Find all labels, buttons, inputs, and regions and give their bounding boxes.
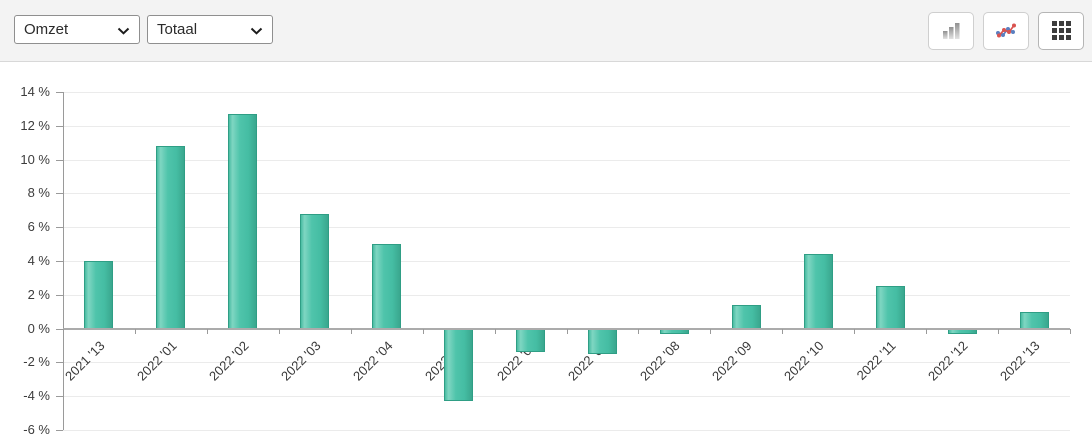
bar[interactable]: [156, 146, 186, 329]
y-axis-tick: [56, 396, 63, 398]
gridline: [63, 362, 1070, 364]
x-axis-label: 2022 '12: [925, 337, 971, 384]
bar[interactable]: [84, 261, 114, 329]
x-axis-label: 2022 '13: [997, 337, 1043, 384]
x-axis-label: 2022 '04: [349, 337, 396, 384]
x-axis-tick: [206, 328, 208, 334]
y-axis-tick: [56, 92, 63, 93]
gridline: [63, 396, 1070, 398]
chevron-down-icon: [117, 27, 130, 35]
x-axis-tick: [63, 328, 64, 334]
y-axis-tick: [56, 159, 63, 161]
x-axis-tick: [278, 328, 280, 334]
line-chart-view-button[interactable]: [983, 11, 1029, 50]
gridline: [63, 294, 1070, 296]
y-axis-tick: [56, 328, 63, 330]
x-axis-label: 2022 '11: [853, 337, 899, 383]
gridline: [63, 159, 1070, 161]
bar[interactable]: [803, 254, 833, 329]
y-axis-label: 10 %: [20, 151, 50, 167]
x-axis-tick: [350, 328, 352, 334]
bar[interactable]: [444, 328, 474, 402]
y-axis-label: -4 %: [23, 388, 50, 404]
view-select-value: Totaal: [157, 20, 198, 38]
gridline: [63, 227, 1070, 229]
x-axis-tick: [854, 328, 856, 334]
x-axis-label: 2022 '08: [637, 337, 683, 384]
y-axis-tick: [56, 261, 63, 262]
y-axis-label: 4 %: [27, 253, 50, 268]
metric-select-value: Omzet: [24, 20, 69, 38]
bar[interactable]: [372, 244, 402, 329]
chart-type-buttons: [928, 11, 1084, 50]
y-axis-tick: [56, 362, 63, 364]
y-axis-tick: [56, 125, 63, 127]
x-axis-tick: [494, 328, 496, 334]
y-axis-tick: [56, 227, 63, 229]
x-axis-label: 2022 '01: [133, 337, 180, 384]
bar[interactable]: [1019, 311, 1049, 329]
gridline: [63, 430, 1070, 431]
x-axis-tick: [422, 328, 424, 334]
bar-chart-view-button[interactable]: [928, 11, 974, 50]
y-axis-tick: [56, 430, 63, 431]
gridline: [63, 261, 1070, 262]
x-axis-label: 2022 '09: [709, 337, 755, 384]
grid-view-button[interactable]: [1038, 11, 1084, 50]
y-axis-line: [63, 92, 64, 430]
y-axis-label: -6 %: [23, 422, 50, 437]
x-axis-tick: [638, 328, 640, 334]
x-axis-tick: [566, 328, 568, 334]
metric-select[interactable]: Omzet: [14, 14, 140, 44]
bar[interactable]: [731, 304, 761, 329]
x-axis-label: 2021 '13: [61, 337, 108, 384]
y-axis-label: -2 %: [23, 354, 50, 370]
x-axis-tick: [998, 328, 1000, 334]
x-axis-label: 2022 '02: [205, 337, 252, 384]
y-axis-tick: [56, 193, 63, 195]
y-axis-label: 12 %: [20, 117, 50, 133]
x-axis-tick: [134, 328, 136, 334]
gridline: [63, 92, 1070, 93]
bar[interactable]: [875, 286, 905, 329]
y-axis-label: 14 %: [20, 84, 50, 99]
y-axis-label: 6 %: [27, 219, 50, 235]
bar-chart: 14 % 12 % 10 % 8 % 6 % 4 % 2 % 0 % -2 % -4 % -6 % 2…: [0, 62, 1092, 445]
x-axis-tick: [1070, 328, 1071, 334]
view-select[interactable]: Totaal: [147, 14, 273, 44]
y-axis-label: 8 %: [27, 185, 50, 201]
bar[interactable]: [300, 213, 330, 329]
bar-chart-icon: [942, 23, 959, 39]
gridline: [63, 125, 1070, 127]
x-axis-label: 2022 '10: [781, 337, 827, 384]
x-axis-tick: [926, 328, 928, 334]
x-axis-tick: [710, 328, 712, 334]
line-chart-icon: [996, 23, 1016, 38]
bar[interactable]: [516, 328, 546, 353]
chart-toolbar: Omzet Totaal: [0, 0, 1092, 62]
x-axis-label: 2022 '03: [277, 337, 324, 384]
y-axis-label: 0 %: [27, 320, 50, 336]
gridline: [63, 193, 1070, 195]
chevron-down-icon: [250, 27, 263, 35]
y-axis-label: 2 %: [27, 286, 50, 302]
bar[interactable]: [587, 328, 617, 354]
bar[interactable]: [228, 113, 258, 329]
y-axis-tick: [56, 294, 63, 296]
x-axis-tick: [782, 328, 784, 334]
grid-icon: [1051, 21, 1071, 40]
